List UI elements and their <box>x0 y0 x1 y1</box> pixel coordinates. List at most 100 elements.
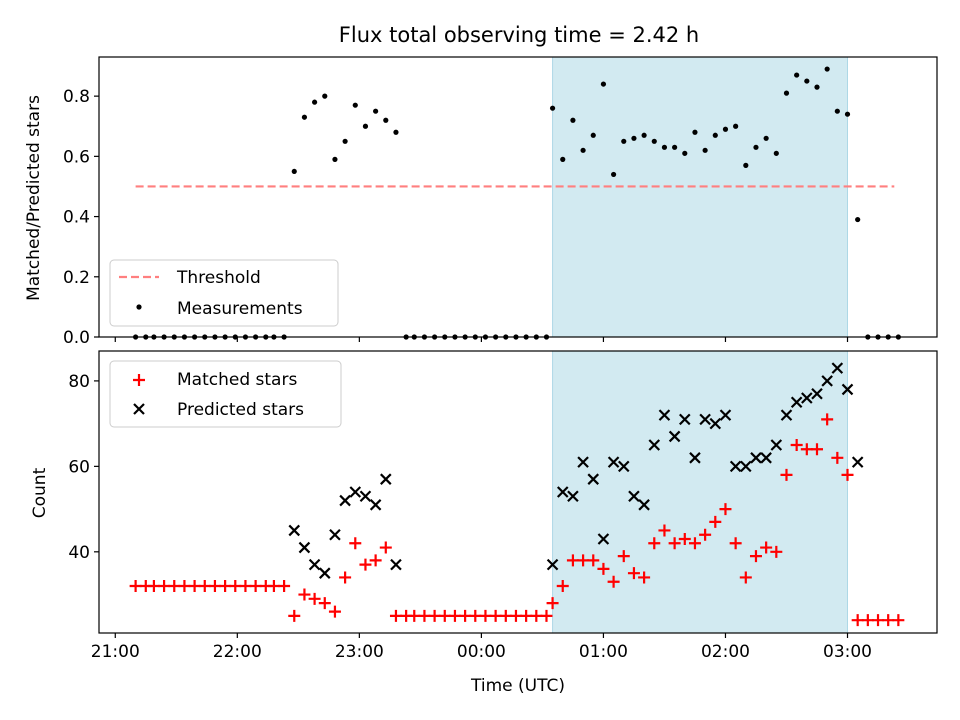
predicted-star-point <box>790 396 803 409</box>
matched-star-point <box>546 597 559 610</box>
matched-star-point <box>267 580 280 592</box>
measurement-point <box>661 144 668 150</box>
measurement-point <box>814 84 820 90</box>
matched-star-point <box>678 533 691 545</box>
ratio-panel-legend: Threshold Measurements <box>109 259 339 327</box>
matched-star-point <box>188 580 201 592</box>
predicted-star-point <box>648 439 661 451</box>
predicted-star-point <box>390 558 402 571</box>
measurement-point <box>301 114 308 120</box>
measurement-point <box>570 117 576 123</box>
predicted-star-point <box>658 409 671 421</box>
predicted-star-point <box>679 413 691 426</box>
bot-y-tick-label: 80 <box>68 372 90 392</box>
matched-star-point <box>499 609 512 622</box>
matched-star-point <box>556 580 569 592</box>
matched-star-point <box>469 609 482 622</box>
predicted-star-point <box>750 452 762 464</box>
matched-star-point <box>729 537 742 550</box>
matched-star-point <box>318 597 331 610</box>
legend-measurements-label: Measurements <box>177 299 303 319</box>
predicted-star-point <box>841 383 854 396</box>
ratio-panel: 0.00.20.40.60.8 Matched/Predicted stars … <box>24 56 938 348</box>
matched-star-point <box>749 550 762 563</box>
matched-star-point <box>719 503 732 516</box>
measurement-point <box>844 111 851 117</box>
predicted-star-point <box>831 362 844 374</box>
measurement-point <box>383 117 389 123</box>
predicted-star-point <box>577 456 589 468</box>
matched-star-point <box>369 554 382 567</box>
matched-star-point <box>408 609 421 622</box>
measurement-point <box>651 138 657 144</box>
matched-star-point <box>178 580 191 592</box>
matched-star-point <box>577 554 590 567</box>
predicted-star-point <box>760 452 772 464</box>
measurement-point <box>332 156 338 162</box>
ratio-panel-frame <box>98 56 938 338</box>
matched-star-point <box>648 537 661 550</box>
matched-star-point <box>540 609 553 622</box>
measurement-point <box>743 162 749 168</box>
matched-star-point <box>688 537 701 550</box>
measurement-point <box>763 135 769 141</box>
measurement-point <box>733 123 739 129</box>
measurement-point <box>362 123 369 129</box>
matched-star-point <box>339 571 352 584</box>
matched-star-point <box>308 592 321 605</box>
measurement-point <box>834 108 840 114</box>
predicted-star-point <box>628 490 640 503</box>
top-y-tick-label: 0.8 <box>63 87 90 107</box>
matched-star-point <box>861 614 874 627</box>
matched-star-point <box>810 443 823 456</box>
predicted-star-point <box>380 473 392 485</box>
matched-star-point <box>699 528 712 541</box>
predicted-star-point <box>801 392 813 404</box>
predicted-star-point <box>638 499 650 511</box>
matched-star-point <box>129 580 142 592</box>
matched-star-point <box>617 550 630 563</box>
predicted-star-point <box>597 533 610 545</box>
measurement-point <box>549 105 556 111</box>
matched-star-point <box>780 468 793 481</box>
predicted-star-point <box>668 430 681 443</box>
matched-star-point <box>168 580 181 592</box>
predicted-star-point <box>780 409 793 421</box>
predicted-star-point <box>770 439 783 451</box>
measurement-point <box>672 144 678 150</box>
matched-star-point <box>298 588 311 601</box>
bot-y-tick-label: 60 <box>68 457 90 477</box>
predicted-star-point <box>719 409 732 421</box>
matched-star-point <box>597 562 610 575</box>
x-tick-label: 00:00 <box>457 642 506 662</box>
legend-threshold-label: Threshold <box>176 268 261 288</box>
predicted-star-point <box>339 494 351 507</box>
matched-star-point <box>438 609 451 622</box>
measurement-point <box>560 156 566 162</box>
matched-star-point <box>328 605 341 618</box>
predicted-star-point <box>349 486 362 498</box>
matched-star-point <box>668 537 681 550</box>
x-tick-label: 01:00 <box>579 642 628 662</box>
x-axis-label: Time (UTC) <box>470 676 565 696</box>
measurement-point <box>312 99 318 105</box>
matched-star-point <box>739 571 752 584</box>
matched-star-point <box>882 614 895 627</box>
legend-predicted-label: Predicted stars <box>177 400 304 420</box>
matched-star-point <box>229 580 242 592</box>
measurement-point <box>610 171 617 178</box>
predicted-star-point <box>329 528 341 541</box>
measurement-point <box>342 138 348 144</box>
top-y-tick-label: 0.6 <box>63 147 90 167</box>
x-tick-label: 23:00 <box>335 642 384 662</box>
matched-star-point <box>821 413 834 426</box>
bot-y-tick-label: 40 <box>68 543 90 563</box>
measurement-point <box>773 150 779 156</box>
predicted-star-point <box>689 452 701 464</box>
matched-star-point <box>831 451 844 464</box>
bot-observing-window <box>552 350 849 634</box>
measurement-point <box>322 93 328 99</box>
measurement-point <box>722 126 729 132</box>
matched-star-point <box>208 580 221 592</box>
